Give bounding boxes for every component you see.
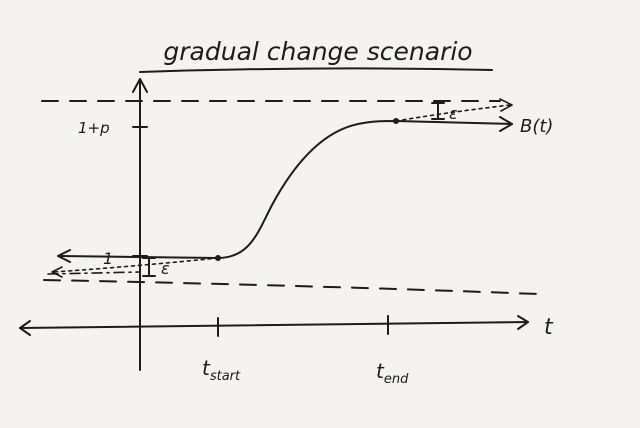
curve-label: B(t)	[520, 116, 553, 137]
upper-epsilon-label: ε	[449, 104, 458, 123]
lower-dashed-boundary	[44, 280, 538, 294]
x-axis-label: t	[544, 315, 554, 340]
lower-epsilon-label: ε	[161, 259, 170, 278]
title-underline	[140, 68, 492, 72]
curve-b-of-t	[60, 121, 512, 258]
y-label-lower: 1	[103, 249, 113, 268]
upper-epsilon-bracket	[432, 103, 444, 119]
diagram-title: gradual change scenario	[163, 37, 472, 66]
t-start-label: tstart	[202, 356, 241, 384]
lower-epsilon-bracket	[143, 258, 155, 276]
t-end-label: tend	[376, 359, 409, 387]
lower-epsilon-dotted-line	[54, 258, 218, 272]
x-axis	[20, 322, 528, 328]
lower-dashdot-segment	[48, 272, 140, 274]
y-label-upper: 1+p	[78, 119, 110, 137]
